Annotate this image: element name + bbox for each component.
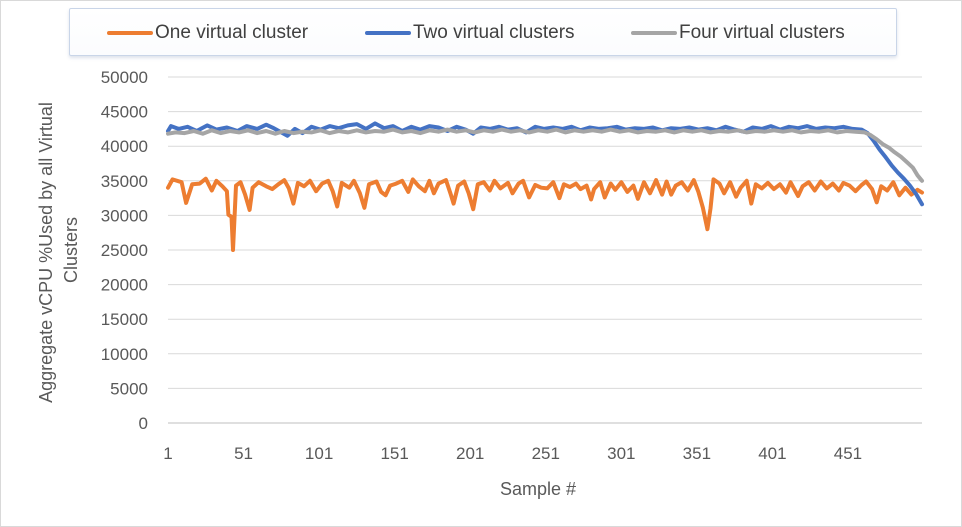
legend-label-one-cluster: One virtual cluster <box>155 22 309 43</box>
legend-swatch-four-clusters <box>631 31 677 35</box>
y-tick-label: 10000 <box>101 345 148 364</box>
y-tick-label: 5000 <box>110 379 148 398</box>
gridlines <box>168 76 922 424</box>
x-tick-label: 201 <box>456 444 484 463</box>
x-tick-label: 251 <box>532 444 560 463</box>
y-tick-label: 25000 <box>101 241 148 260</box>
legend-swatch-one-cluster <box>107 31 153 35</box>
y-tick-label: 50000 <box>101 68 148 87</box>
y-tick-label: 35000 <box>101 172 148 191</box>
series-line-2 <box>166 121 924 207</box>
x-tick-label: 1 <box>163 444 172 463</box>
series-line-1 <box>166 176 924 252</box>
legend-label-two-clusters: Two virtual clusters <box>413 22 575 43</box>
legend-swatch-two-clusters <box>365 31 411 35</box>
x-tick-label: 101 <box>305 444 333 463</box>
series-line-3 <box>166 127 924 183</box>
y-axis-title-line-1: Aggregate vCPU %Used by all Virtual <box>36 102 56 403</box>
x-tick-label: 151 <box>380 444 408 463</box>
x-tick-label: 301 <box>607 444 635 463</box>
y-axis-title-line-2: Clusters <box>61 217 81 283</box>
legend-item-two-clusters: Two virtual clusters <box>365 22 575 43</box>
legend-label-four-clusters: Four virtual clusters <box>679 22 845 43</box>
chart-legend: One virtual cluster Two virtual clusters… <box>69 8 897 56</box>
x-tick-label: 451 <box>834 444 862 463</box>
y-axis-ticks: 0 5000 10000 15000 20000 25000 30000 35000 40000… <box>101 68 148 433</box>
x-tick-label: 51 <box>234 444 253 463</box>
y-tick-label: 15000 <box>101 310 148 329</box>
y-tick-label: 30000 <box>101 206 148 225</box>
y-tick-label: 45000 <box>101 103 148 122</box>
series-lines <box>166 121 924 252</box>
legend-item-one-cluster: One virtual cluster <box>107 22 309 43</box>
x-tick-label: 351 <box>683 444 711 463</box>
legend-item-four-clusters: Four virtual clusters <box>631 22 845 43</box>
y-axis-title: Aggregate vCPU %Used by all Virtual Clus… <box>36 97 81 403</box>
x-tick-label: 401 <box>758 444 786 463</box>
x-axis-title: Sample # <box>500 479 576 499</box>
y-tick-label: 40000 <box>101 137 148 156</box>
y-tick-label: 0 <box>139 414 148 433</box>
x-axis-ticks: 1 51 101 151 201 251 301 351 401 451 <box>163 444 862 463</box>
y-tick-label: 20000 <box>101 276 148 295</box>
